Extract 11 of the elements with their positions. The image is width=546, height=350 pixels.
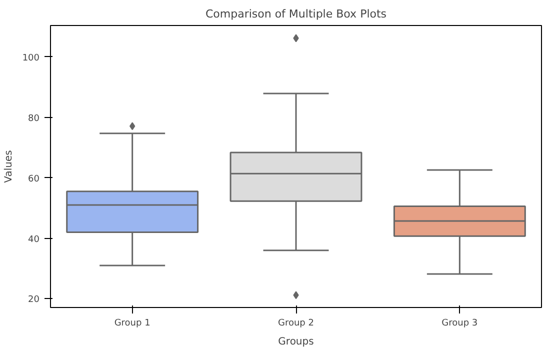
y-tick-label: 60 xyxy=(28,174,40,184)
y-tick-label: 20 xyxy=(28,295,40,306)
x-tick-label: Group 1 xyxy=(114,318,150,328)
y-tick-label: 100 xyxy=(22,53,40,64)
x-tick-label: Group 2 xyxy=(278,318,314,328)
y-tick-label: 80 xyxy=(28,114,40,124)
y-tick-label: 40 xyxy=(28,234,40,245)
x-tick-label: Group 3 xyxy=(442,318,478,328)
y-axis-title: Values xyxy=(3,150,14,183)
x-axis-title: Groups xyxy=(278,336,314,348)
chart-title: Comparison of Multiple Box Plots xyxy=(205,8,387,20)
